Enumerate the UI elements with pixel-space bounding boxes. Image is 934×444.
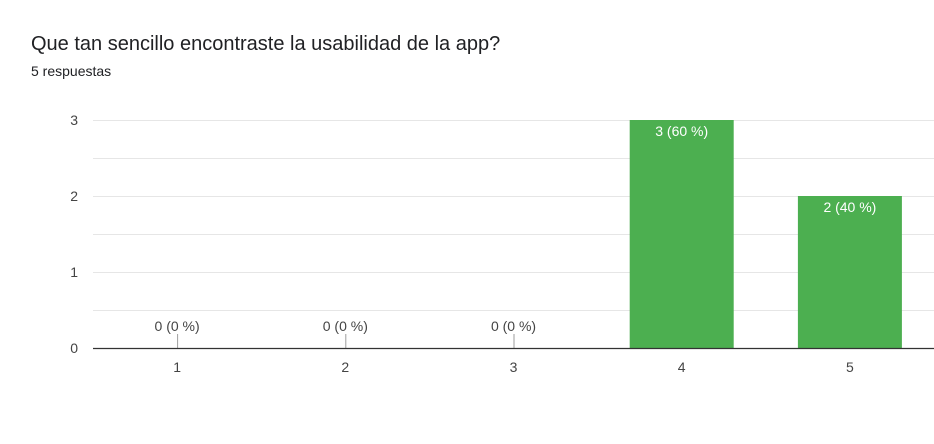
data-label-3: 0 (0 %)	[491, 318, 536, 334]
chart-title: Que tan sencillo encontraste la usabilid…	[31, 33, 501, 55]
response-count: 5 respuestas	[31, 63, 112, 79]
data-label-4: 3 (60 %)	[655, 123, 708, 139]
axes: 0 1 2 3 1 2 3 4 5	[70, 112, 934, 375]
data-label-2: 0 (0 %)	[323, 318, 368, 334]
bar-4	[629, 120, 734, 348]
x-tick-label: 1	[173, 359, 181, 375]
y-tick-label: 0	[70, 340, 78, 356]
y-tick-label: 3	[70, 112, 78, 128]
y-tick-label: 2	[70, 188, 78, 204]
bars	[177, 120, 902, 348]
bar-5	[797, 196, 902, 348]
x-tick-label: 3	[510, 359, 518, 375]
data-label-5: 2 (40 %)	[823, 199, 876, 215]
x-tick-label: 2	[341, 359, 349, 375]
data-label-1: 0 (0 %)	[155, 318, 200, 334]
x-tick-label: 4	[678, 359, 686, 375]
x-tick-label: 5	[846, 359, 854, 375]
labels: 0 (0 %) 0 (0 %) 0 (0 %) 3 (60 %) 2 (40 %)	[155, 123, 877, 334]
grid-lines	[93, 120, 934, 311]
y-tick-label: 1	[70, 264, 78, 280]
